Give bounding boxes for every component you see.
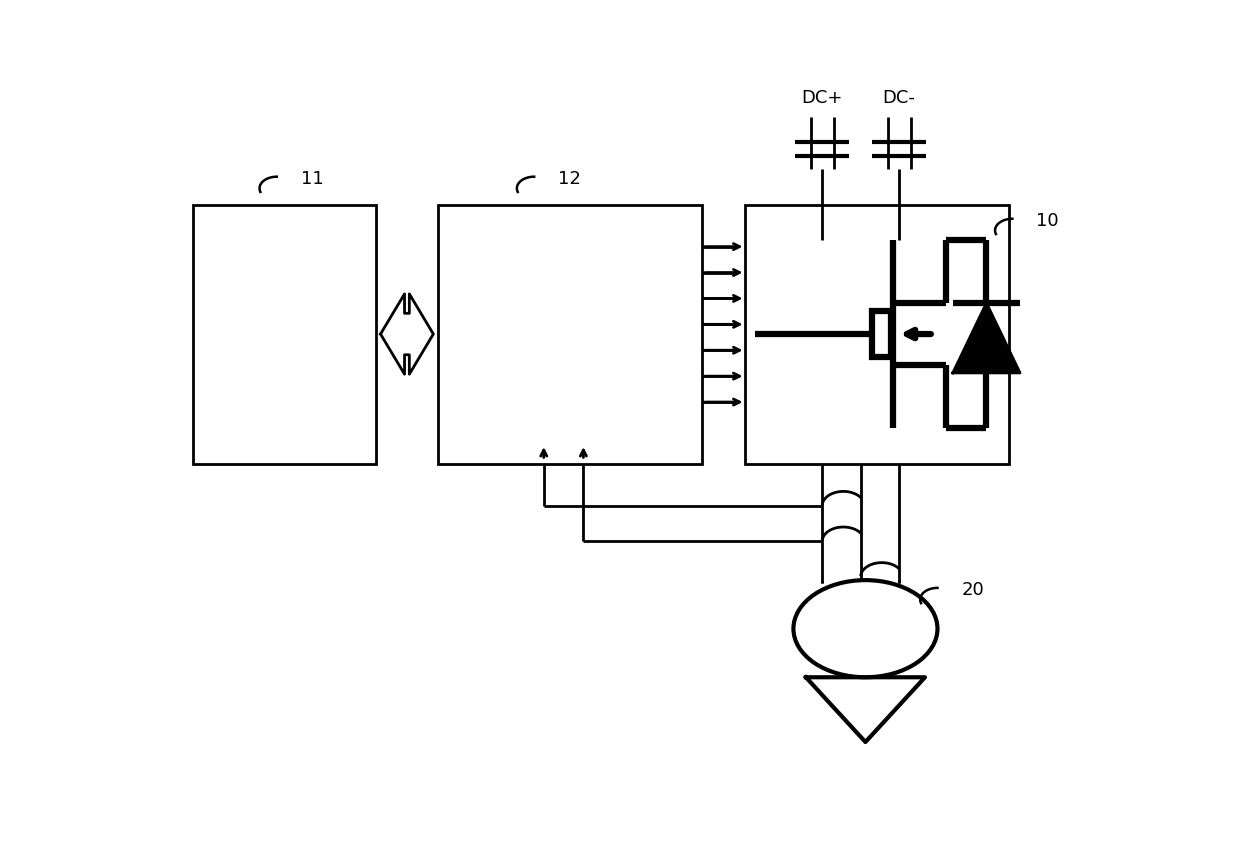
Bar — [193, 204, 375, 463]
Polygon shape — [380, 294, 434, 374]
Text: 11: 11 — [301, 170, 323, 188]
Bar — [439, 204, 703, 463]
Bar — [746, 204, 1010, 463]
Polygon shape — [953, 303, 1020, 373]
Text: DC-: DC- — [882, 89, 916, 108]
Text: 20: 20 — [961, 581, 984, 599]
Text: 10: 10 — [1036, 212, 1059, 230]
Circle shape — [793, 580, 938, 677]
Bar — [872, 310, 891, 357]
Text: 12: 12 — [558, 170, 581, 188]
Text: DC+: DC+ — [802, 89, 843, 108]
